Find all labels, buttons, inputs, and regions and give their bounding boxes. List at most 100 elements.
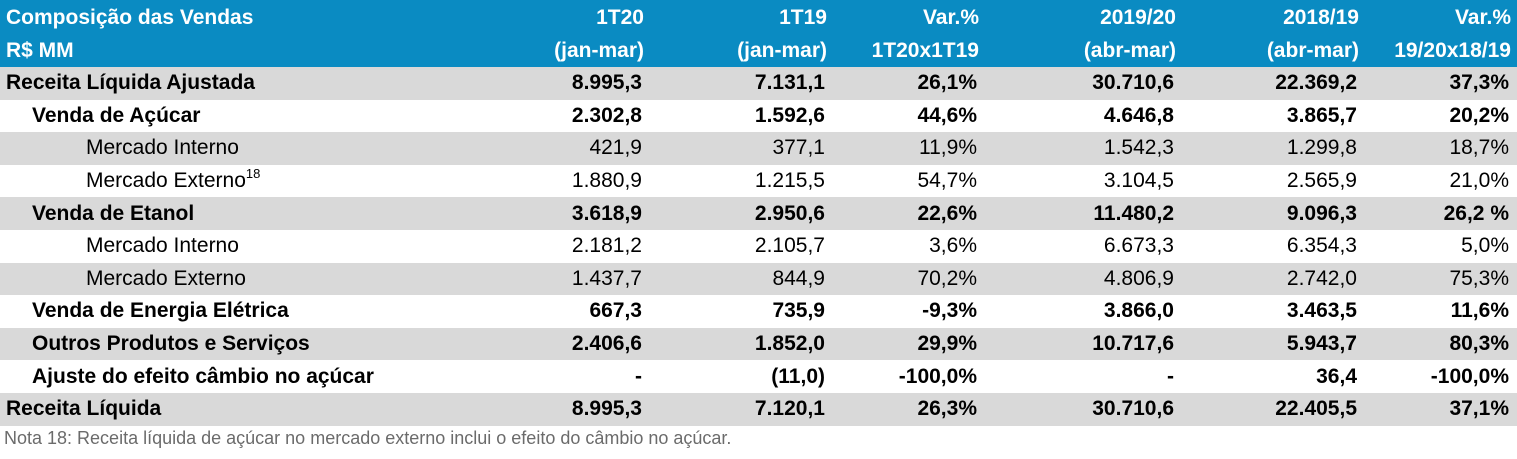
- table-row: Venda de Açúcar 2.302,8 1.592,6 44,6% 4.…: [0, 100, 1517, 133]
- table-row: Mercado Interno 2.181,2 2.105,7 3,6% 6.6…: [0, 230, 1517, 263]
- row-label: Venda de Açúcar: [0, 100, 507, 133]
- table-row: Ajuste do efeito câmbio no açúcar - (11,…: [0, 360, 1517, 393]
- cell-var-year: 37,3%: [1365, 67, 1517, 100]
- cell-1t20: 2.181,2: [571, 234, 642, 258]
- footnote: Nota 18: Receita líquida de açúcar no me…: [4, 427, 732, 448]
- cell-2019-20: 3.104,5: [1103, 169, 1174, 193]
- cell-1t19: 7.131,1: [650, 67, 833, 100]
- cell-1t20: 2.302,8: [571, 103, 642, 127]
- cell-var-quarter: 54,7%: [917, 169, 977, 193]
- table-row: Venda de Energia Elétrica 667,3 735,9 -9…: [0, 295, 1517, 328]
- header-var-year: Var.%: [1365, 0, 1517, 34]
- header-var-year-sub: 19/20x18/19: [1365, 34, 1517, 67]
- footnote-marker: 18: [245, 166, 261, 182]
- cell-1t20: 1.880,9: [571, 169, 642, 193]
- cell-1t20: 8.995,3: [507, 392, 650, 426]
- table-row: Mercado Externo18 1.880,9 1.215,5 54,7% …: [0, 165, 1517, 198]
- cell-var-year: 18,7%: [1365, 132, 1517, 165]
- cell-2018-19: 6.354,3: [1286, 234, 1357, 258]
- cell-var-quarter: 44,6%: [917, 103, 977, 127]
- row-label-text: Venda de Energia Elétrica: [32, 299, 289, 323]
- cell-1t20: 421,9: [507, 132, 650, 165]
- cell-2019-20: 3.866,0: [1103, 299, 1174, 323]
- header-1t20-period: (jan-mar): [507, 34, 650, 67]
- cell-1t19: 2.105,7: [754, 234, 825, 258]
- cell-var-year: 26,2 %: [1365, 197, 1517, 230]
- cell-2018-19: 2.565,9: [1286, 169, 1357, 193]
- row-label: Receita Líquida: [0, 392, 507, 426]
- cell-2019-20: 4.646,8: [1103, 103, 1174, 127]
- header-1t19-period: (jan-mar): [650, 34, 833, 67]
- cell-var-year: 37,1%: [1365, 392, 1517, 426]
- cell-var-quarter: 26,1%: [833, 67, 985, 100]
- cell-2019-20: 6.673,3: [1103, 234, 1174, 258]
- header-1t19: 1T19: [650, 0, 833, 34]
- header-2018-19-period: (abr-mar): [1182, 34, 1365, 67]
- header-2019-20-period: (abr-mar): [985, 34, 1182, 67]
- table-row: Outros Produtos e Serviços 2.406,6 1.852…: [0, 327, 1517, 361]
- cell-1t19: 844,9: [650, 262, 833, 296]
- cell-2019-20: -: [1167, 364, 1174, 388]
- cell-var-year: 80,3%: [1365, 327, 1517, 361]
- row-label-text: Outros Produtos e Serviços: [32, 332, 310, 356]
- cell-1t19: 1.215,5: [754, 169, 825, 193]
- row-label: Mercado Interno: [0, 230, 507, 263]
- header-2019-20: 2019/20: [985, 0, 1182, 34]
- sales-composition-table: Composição das Vendas 1T20 1T19 Var.% 20…: [0, 0, 1517, 426]
- cell-var-year: 5,0%: [1461, 234, 1509, 258]
- row-label: Outros Produtos e Serviços: [0, 327, 507, 361]
- row-label: Ajuste do efeito câmbio no açúcar: [0, 360, 507, 393]
- cell-2018-19: 3.463,5: [1286, 299, 1357, 323]
- table-body: Receita Líquida Ajustada 8.995,3 7.131,1…: [0, 67, 1517, 426]
- cell-1t20: 1.437,7: [507, 262, 650, 296]
- row-label-text: Mercado Externo: [86, 266, 246, 290]
- cell-var-quarter: 26,3%: [833, 392, 985, 426]
- table-header: Composição das Vendas 1T20 1T19 Var.% 20…: [0, 0, 1517, 67]
- cell-1t20: -: [635, 364, 642, 388]
- cell-1t20: 8.995,3: [507, 67, 650, 100]
- row-label-text: Receita Líquida: [6, 397, 162, 421]
- row-label-text: Mercado Externo: [86, 169, 246, 193]
- row-label: Venda de Energia Elétrica: [0, 295, 507, 328]
- cell-2019-20: 10.717,6: [985, 327, 1182, 361]
- header-1t20: 1T20: [507, 0, 650, 34]
- cell-1t19: 377,1: [650, 132, 833, 165]
- row-label-text: Ajuste do efeito câmbio no açúcar: [32, 364, 374, 388]
- cell-1t19: 1.592,6: [754, 103, 825, 127]
- table-row: Mercado Interno 421,9 377,1 11,9% 1.542,…: [0, 132, 1517, 165]
- cell-1t20: 2.406,6: [507, 327, 650, 361]
- row-label: Mercado Externo: [0, 262, 507, 296]
- row-label-text: Receita Líquida Ajustada: [6, 71, 255, 95]
- cell-2018-19: 3.865,7: [1286, 103, 1357, 127]
- header-unit: R$ MM: [0, 34, 507, 67]
- cell-1t20: 667,3: [589, 299, 642, 323]
- cell-var-quarter: 11,9%: [833, 132, 985, 165]
- cell-var-quarter: 22,6%: [833, 197, 985, 230]
- header-var-quarter-sub: 1T20x1T19: [833, 34, 985, 67]
- cell-var-year: 21,0%: [1449, 169, 1509, 193]
- header-title: Composição das Vendas: [0, 0, 507, 34]
- row-label: Receita Líquida Ajustada: [0, 67, 507, 100]
- row-label: Mercado Externo18: [0, 165, 507, 198]
- cell-var-year: 75,3%: [1365, 262, 1517, 296]
- cell-1t19: 2.950,6: [650, 197, 833, 230]
- table-row: Mercado Externo 1.437,7 844,9 70,2% 4.80…: [0, 262, 1517, 296]
- table-row: Venda de Etanol 3.618,9 2.950,6 22,6% 11…: [0, 197, 1517, 230]
- cell-1t20: 3.618,9: [507, 197, 650, 230]
- cell-2019-20: 30.710,6: [985, 392, 1182, 426]
- cell-2018-19: 9.096,3: [1182, 197, 1365, 230]
- cell-2018-19: 22.369,2: [1182, 67, 1365, 100]
- cell-2018-19: 36,4: [1316, 364, 1357, 388]
- cell-var-year: -100,0%: [1430, 364, 1509, 388]
- header-row-2: R$ MM (jan-mar) (jan-mar) 1T20x1T19 (abr…: [0, 34, 1517, 67]
- cell-2019-20: 11.480,2: [985, 197, 1182, 230]
- table-row: Receita Líquida Ajustada 8.995,3 7.131,1…: [0, 67, 1517, 100]
- cell-2018-19: 2.742,0: [1182, 262, 1365, 296]
- header-var-quarter: Var.%: [833, 0, 985, 34]
- cell-1t19: 1.852,0: [650, 327, 833, 361]
- cell-2018-19: 5.943,7: [1182, 327, 1365, 361]
- cell-var-quarter: 3,6%: [929, 234, 977, 258]
- row-label-text: Mercado Interno: [86, 234, 239, 258]
- header-row-1: Composição das Vendas 1T20 1T19 Var.% 20…: [0, 0, 1517, 34]
